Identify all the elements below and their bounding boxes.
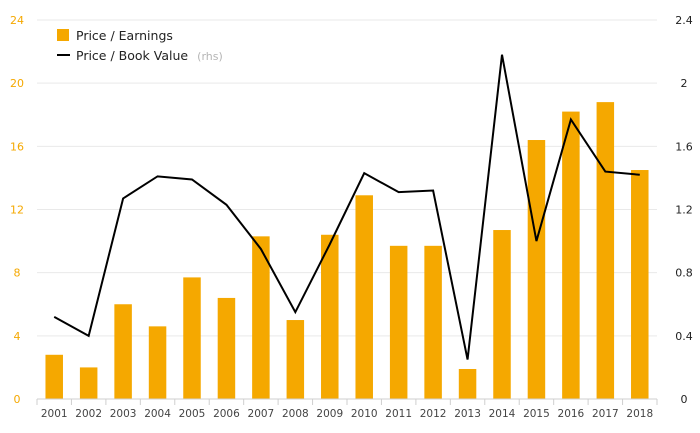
bar	[355, 195, 373, 399]
bar-series	[45, 102, 649, 399]
bar	[389, 245, 408, 399]
bar	[252, 236, 270, 399]
x-tick-label: 2009	[316, 408, 343, 420]
y-left-tick-label: 16	[10, 140, 24, 153]
bar	[79, 367, 98, 399]
x-tick-label: 2018	[626, 408, 653, 420]
x-axis-labels: 2001 2002 2003 2004 2005 2006 2007 2008 2009 2010…	[41, 408, 653, 420]
x-tick-label: 2008	[282, 408, 309, 420]
y-left-tick-label: 0	[14, 393, 21, 406]
y-left-tick-label: 24	[10, 14, 24, 27]
price-book-line	[53, 54, 640, 360]
y-axis-right: 0 0.4 0.8 1.2 1.6 2 2.4	[675, 14, 693, 406]
bar	[527, 140, 546, 399]
bar	[183, 277, 201, 399]
bar	[458, 368, 477, 399]
x-tick-label: 2012	[420, 408, 447, 420]
bar	[148, 326, 167, 399]
y-right-tick-label: 0.4	[675, 330, 693, 343]
legend-label-pb: Price / Book Value (rhs)	[76, 45, 223, 64]
bar	[217, 297, 236, 399]
legend-swatch-bar	[57, 29, 69, 41]
legend-label-pb-name: Price / Book Value	[76, 48, 188, 63]
bar	[424, 245, 442, 399]
x-tick-label: 2002	[75, 408, 102, 420]
bar	[631, 170, 649, 399]
y-left-tick-label: 20	[10, 77, 24, 90]
y-left-tick-label: 8	[14, 267, 21, 280]
x-tick-label: 2001	[41, 408, 68, 420]
bar	[45, 354, 63, 399]
x-axis	[36, 398, 658, 405]
bar	[493, 230, 511, 399]
y-left-tick-label: 4	[14, 330, 21, 343]
y-right-tick-label: 1.6	[675, 140, 693, 153]
line-series	[53, 54, 640, 360]
bar	[596, 102, 615, 399]
x-tick-label: 2016	[558, 408, 585, 420]
y-axis-left: 0 4 8 12 16 20 24	[10, 14, 24, 406]
x-tick-label: 2011	[385, 408, 412, 420]
x-tick-label: 2014	[489, 408, 516, 420]
y-right-tick-label: 2	[681, 77, 688, 90]
x-tick-label: 2015	[523, 408, 550, 420]
y-right-tick-label: 1.2	[675, 204, 693, 217]
x-tick-label: 2004	[144, 408, 171, 420]
y-left-tick-label: 12	[10, 204, 24, 217]
x-tick-label: 2017	[592, 408, 619, 420]
y-right-tick-label: 0.8	[675, 267, 693, 280]
legend-label-pb-suffix: (rhs)	[197, 50, 223, 63]
x-tick-label: 2003	[110, 408, 137, 420]
x-tick-label: 2013	[454, 408, 481, 420]
legend: Price / Earnings Price / Book Value (rhs…	[57, 28, 223, 64]
x-tick-label: 2006	[213, 408, 240, 420]
x-tick-label: 2010	[351, 408, 378, 420]
y-right-tick-label: 0	[681, 393, 688, 406]
y-right-tick-label: 2.4	[675, 14, 693, 27]
legend-label-pe: Price / Earnings	[76, 28, 173, 43]
x-tick-label: 2007	[248, 408, 275, 420]
bar	[562, 111, 580, 399]
bar	[321, 234, 339, 399]
bar	[286, 320, 305, 399]
x-tick-label: 2005	[179, 408, 206, 420]
bar	[114, 304, 132, 399]
